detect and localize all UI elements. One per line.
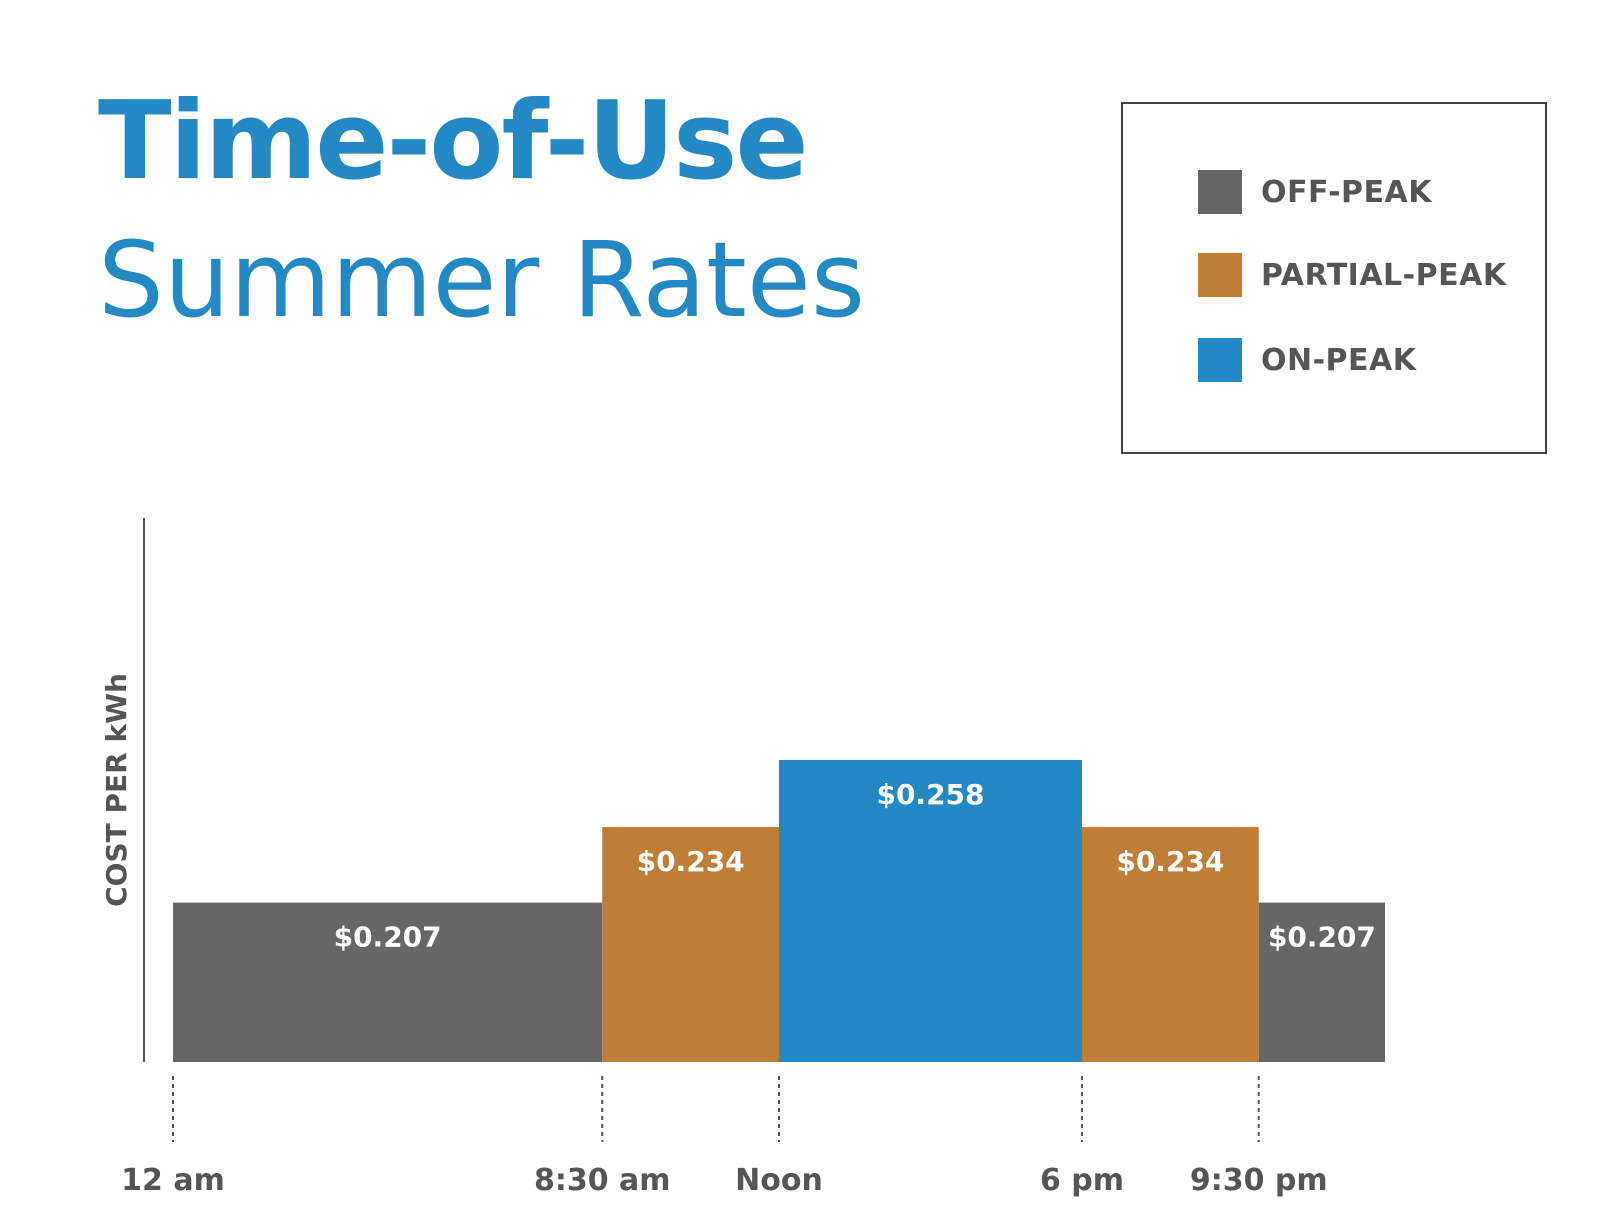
bar-value-label-3: $0.258 bbox=[876, 778, 984, 811]
tick-label-4: 6 pm bbox=[1040, 1163, 1124, 1198]
legend-item-on-peak: ON-PEAK bbox=[1198, 338, 1417, 382]
bar-value-label-2: $0.234 bbox=[637, 845, 745, 878]
bar-value-label-5: $0.207 bbox=[1268, 921, 1376, 954]
tick-label-1: 12 am bbox=[121, 1163, 225, 1198]
y-axis-label: COST PER kWh bbox=[100, 673, 133, 907]
tick-label-3: Noon bbox=[735, 1163, 823, 1198]
tick-label-5: 9:30 pm bbox=[1190, 1163, 1328, 1198]
page-subtitle: Summer Rates bbox=[98, 219, 865, 341]
bar-value-label-1: $0.207 bbox=[334, 921, 442, 954]
legend-item-partial-peak: PARTIAL-PEAK bbox=[1198, 253, 1507, 297]
legend-swatch-off-peak bbox=[1198, 170, 1242, 214]
bar-partial-peak-4 bbox=[1082, 827, 1259, 1062]
bar-partial-peak-2 bbox=[602, 827, 779, 1062]
legend-swatch-on-peak bbox=[1198, 338, 1242, 382]
legend-swatch-partial-peak bbox=[1198, 253, 1242, 297]
legend-item-off-peak: OFF-PEAK bbox=[1198, 170, 1432, 214]
bar-on-peak-3 bbox=[779, 760, 1082, 1062]
legend-label-partial-peak: PARTIAL-PEAK bbox=[1261, 257, 1507, 293]
bar-off-peak-5 bbox=[1258, 902, 1385, 1062]
legend-label-off-peak: OFF-PEAK bbox=[1261, 174, 1432, 210]
bar-off-peak-1 bbox=[173, 902, 603, 1062]
tick-label-2: 8:30 am bbox=[534, 1163, 671, 1198]
bar-value-label-4: $0.234 bbox=[1116, 845, 1224, 878]
page-title: Time-of-Use bbox=[98, 79, 809, 204]
chart-legend: OFF-PEAK PARTIAL-PEAK ON-PEAK bbox=[1121, 102, 1547, 454]
legend-label-on-peak: ON-PEAK bbox=[1261, 342, 1417, 378]
